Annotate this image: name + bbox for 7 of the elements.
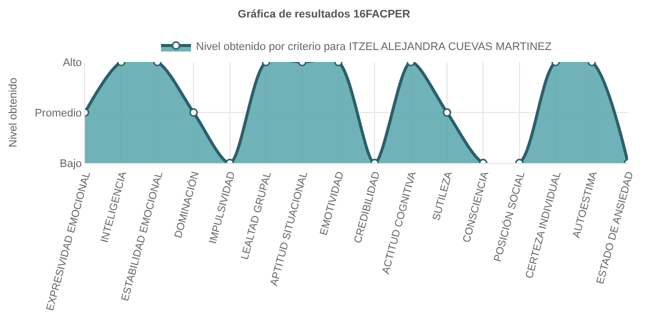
y-axis-title: Nivel obtenido — [7, 78, 20, 148]
text: Promedio — [34, 107, 82, 120]
chart-title: Gráfica de resultados 16FACPER — [238, 8, 410, 20]
text: Bajo — [60, 158, 82, 170]
legend-label: Nivel obtenido por criterio para ITZEL ALEJANDRA CUEVAS MARTINEZ — [196, 40, 552, 53]
x-tick-label: LEALTAD GRUPAL — [238, 170, 274, 261]
text: Alto — [62, 56, 82, 69]
